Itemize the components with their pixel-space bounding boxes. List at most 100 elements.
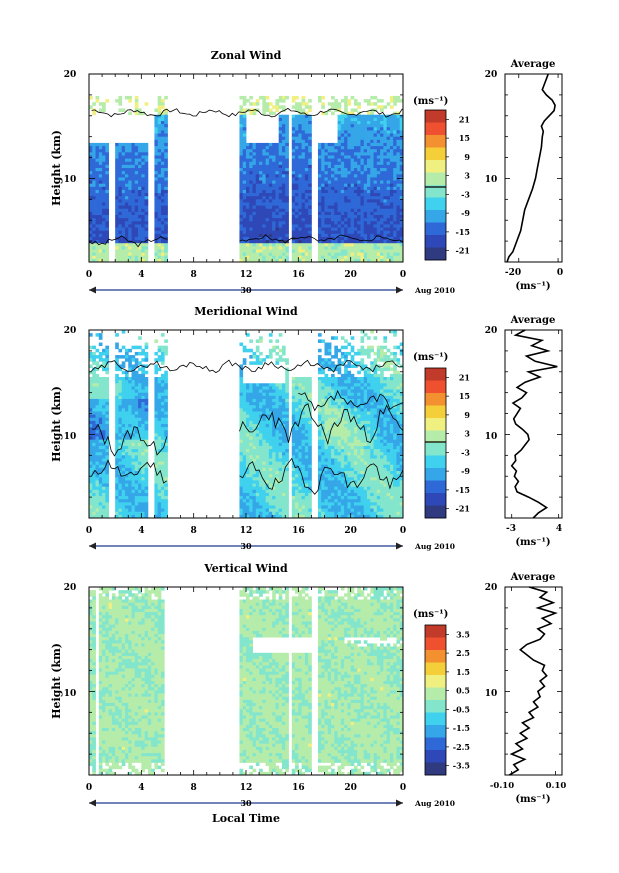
heatmap-cell bbox=[295, 186, 299, 191]
heatmap-cell bbox=[121, 499, 126, 503]
heatmap-cell bbox=[249, 445, 253, 450]
heatmap-cell bbox=[141, 486, 145, 491]
heatmap-cell bbox=[259, 499, 263, 503]
heatmap-cell bbox=[262, 221, 267, 225]
heatmap-cell bbox=[373, 124, 378, 128]
heatmap-cell bbox=[134, 392, 139, 397]
heatmap-cell bbox=[363, 240, 368, 244]
heatmap-cell bbox=[157, 105, 162, 109]
heatmap-cell bbox=[157, 108, 162, 112]
heatmap-cell bbox=[317, 224, 322, 228]
heatmap-cell bbox=[324, 171, 329, 175]
heatmap-cell bbox=[98, 389, 103, 394]
heatmap-cell bbox=[337, 221, 342, 225]
heatmap-cell bbox=[331, 230, 335, 235]
heatmap-cell bbox=[298, 258, 302, 263]
heatmap-cell bbox=[124, 351, 129, 356]
heatmap-cell bbox=[141, 149, 145, 153]
heatmap-cell bbox=[344, 196, 348, 200]
heatmap-cell bbox=[157, 511, 162, 516]
heatmap-cell bbox=[308, 149, 312, 153]
heatmap-cell bbox=[272, 430, 276, 434]
heatmap-cell bbox=[141, 367, 145, 372]
heatmap-cell bbox=[128, 189, 132, 194]
heatmap-cell bbox=[268, 392, 273, 397]
heatmap-cell bbox=[268, 348, 273, 353]
heatmap-cell bbox=[89, 514, 93, 519]
heatmap-cell bbox=[324, 199, 329, 203]
heatmap-cell bbox=[265, 255, 270, 260]
heatmap-cell bbox=[262, 177, 267, 181]
heatmap-cell bbox=[347, 146, 352, 150]
heatmap-cell bbox=[246, 417, 250, 422]
heatmap-cell bbox=[337, 218, 342, 222]
heatmap-cell bbox=[134, 389, 139, 394]
heatmap-cell bbox=[291, 208, 296, 213]
heatmap-cell bbox=[131, 461, 136, 466]
heatmap-cell bbox=[373, 215, 378, 219]
heatmap-cell bbox=[105, 367, 110, 372]
heatmap-cell bbox=[128, 514, 132, 519]
heatmap-cell bbox=[308, 158, 312, 163]
heatmap-cell bbox=[242, 345, 247, 350]
heatmap-cell bbox=[327, 215, 332, 219]
heatmap-cell bbox=[262, 146, 267, 150]
heatmap-cell bbox=[275, 149, 280, 153]
heatmap-cell bbox=[386, 180, 391, 185]
heatmap-cell bbox=[255, 193, 260, 197]
heatmap-cell bbox=[138, 461, 142, 466]
heatmap-cell bbox=[350, 208, 355, 213]
heatmap-cell bbox=[295, 114, 299, 119]
heatmap-cell bbox=[399, 243, 404, 247]
heatmap-cell bbox=[118, 246, 123, 250]
heatmap-cell bbox=[128, 142, 132, 147]
heatmap-cell bbox=[321, 111, 325, 116]
heatmap-cell bbox=[252, 171, 257, 175]
heatmap-cell bbox=[327, 211, 332, 216]
heatmap-cell bbox=[327, 149, 332, 153]
heatmap-cell bbox=[321, 177, 325, 181]
heatmap-cell bbox=[138, 215, 142, 219]
heatmap-cell bbox=[124, 171, 129, 175]
heatmap-cell bbox=[291, 230, 296, 235]
heatmap-cell bbox=[376, 99, 381, 103]
heatmap-cell bbox=[380, 133, 384, 138]
heatmap-cell bbox=[265, 508, 270, 513]
heatmap-cell bbox=[95, 502, 100, 506]
heatmap-cell bbox=[259, 230, 263, 235]
heatmap-cell bbox=[285, 464, 289, 469]
heatmap-cell bbox=[128, 436, 132, 441]
heatmap-cell bbox=[255, 402, 260, 406]
heatmap-cell bbox=[363, 199, 368, 203]
heatmap-cell bbox=[367, 142, 371, 147]
heatmap-cell bbox=[95, 389, 100, 394]
heatmap-cell bbox=[128, 398, 132, 403]
heatmap-cell bbox=[281, 514, 286, 519]
heatmap-cell bbox=[154, 386, 159, 390]
heatmap-cell bbox=[321, 152, 325, 156]
heatmap-cell bbox=[249, 236, 253, 241]
heatmap-cell bbox=[393, 230, 397, 235]
heatmap-cell bbox=[154, 227, 159, 232]
heatmap-cell bbox=[160, 471, 165, 475]
heatmap-cell bbox=[95, 155, 100, 159]
heatmap-cell bbox=[134, 161, 139, 166]
heatmap-cell bbox=[275, 471, 280, 475]
heatmap-cell bbox=[164, 458, 168, 462]
heatmap-cell bbox=[350, 230, 355, 235]
heatmap-cell bbox=[380, 108, 384, 112]
heatmap-cell bbox=[138, 227, 142, 232]
heatmap-cell bbox=[95, 95, 100, 100]
heatmap-cell bbox=[373, 102, 378, 106]
heatmap-cell bbox=[360, 233, 365, 238]
heatmap-cell bbox=[118, 255, 123, 260]
heatmap-cell bbox=[255, 249, 260, 253]
heatmap-cell bbox=[246, 480, 250, 484]
heatmap-cell bbox=[327, 224, 332, 228]
heatmap-cell bbox=[141, 161, 145, 166]
heatmap-cell bbox=[304, 258, 309, 263]
heatmap-cell bbox=[291, 152, 296, 156]
heatmap-cell bbox=[160, 483, 165, 488]
heatmap-cell bbox=[242, 177, 247, 181]
heatmap-cell bbox=[128, 202, 132, 206]
